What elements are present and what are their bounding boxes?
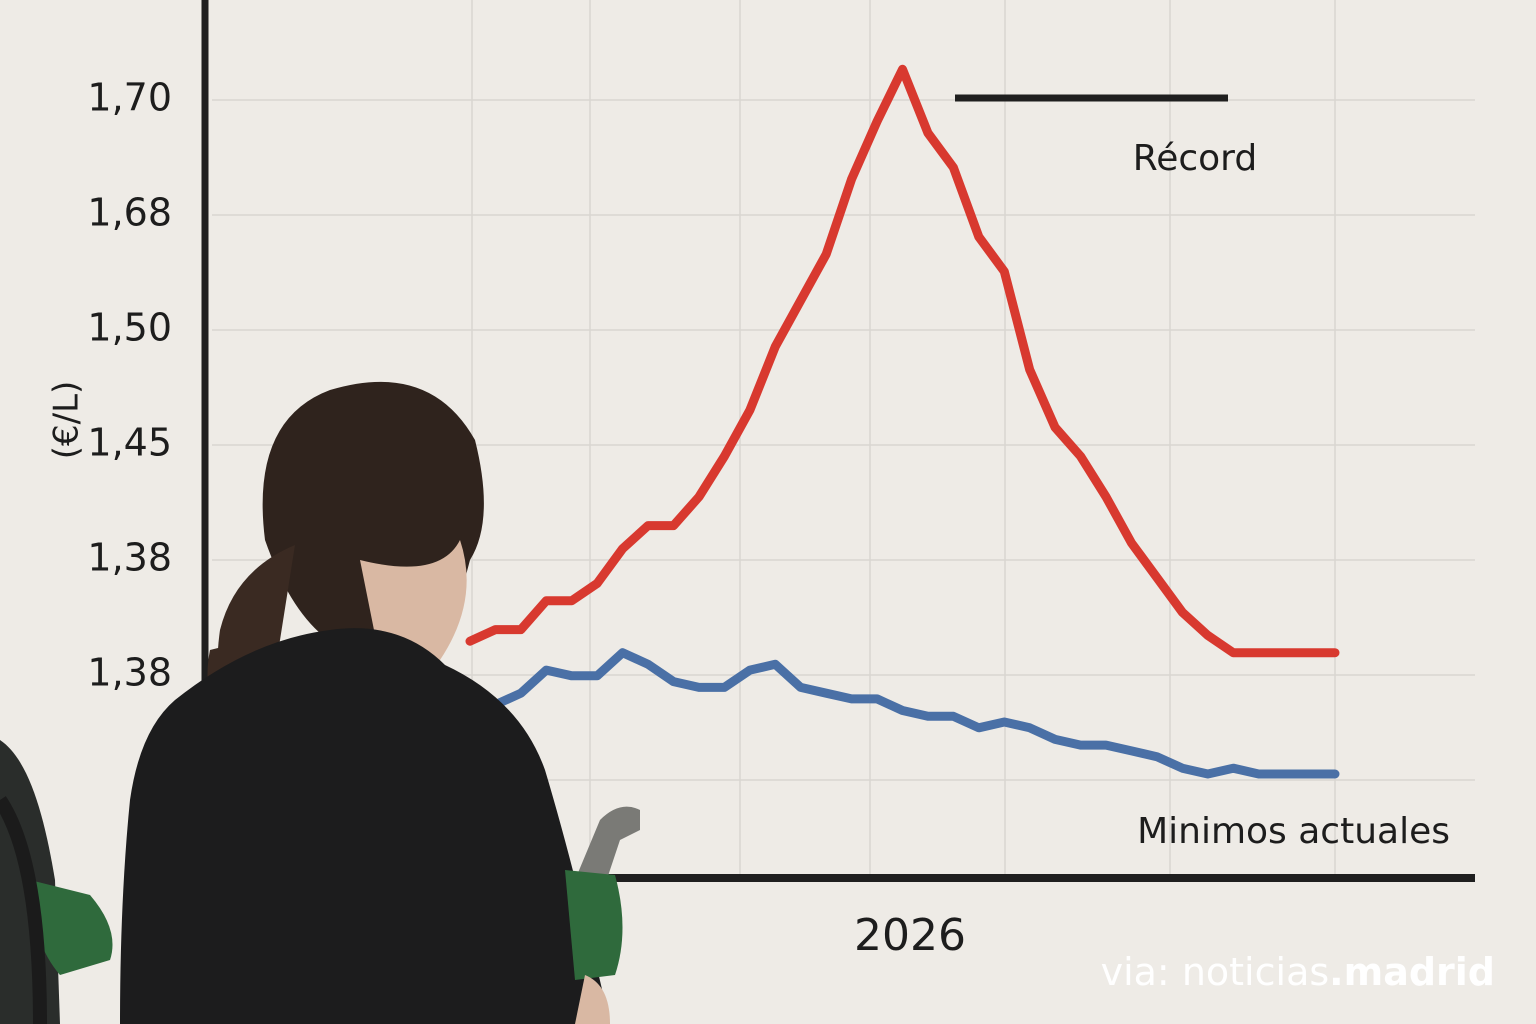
minimum-label: Minimos actuales (1137, 811, 1450, 852)
source: via: noticias.madrid (1101, 950, 1495, 994)
record-label: Récord (1133, 138, 1257, 179)
y-tick-label: 1,38 (87, 536, 172, 580)
fuel-pump (0, 740, 113, 1024)
source-site: noticias (1182, 950, 1329, 994)
y-tick-label: 1,45 (87, 421, 172, 465)
person (120, 381, 640, 1024)
x-axis-label: 2026 (854, 910, 966, 961)
y-tick-label: 1,68 (87, 191, 172, 235)
source-domain: .madrid (1329, 950, 1495, 994)
series-line (465, 64, 1340, 658)
y-axis-label: (€/L) (47, 381, 87, 460)
source-prefix: via: (1101, 950, 1170, 994)
y-tick-label: 1,38 (87, 651, 172, 695)
y-tick-label: 1,70 (87, 76, 172, 120)
series-line (465, 648, 1340, 779)
y-tick-label: 1,50 (87, 306, 172, 350)
